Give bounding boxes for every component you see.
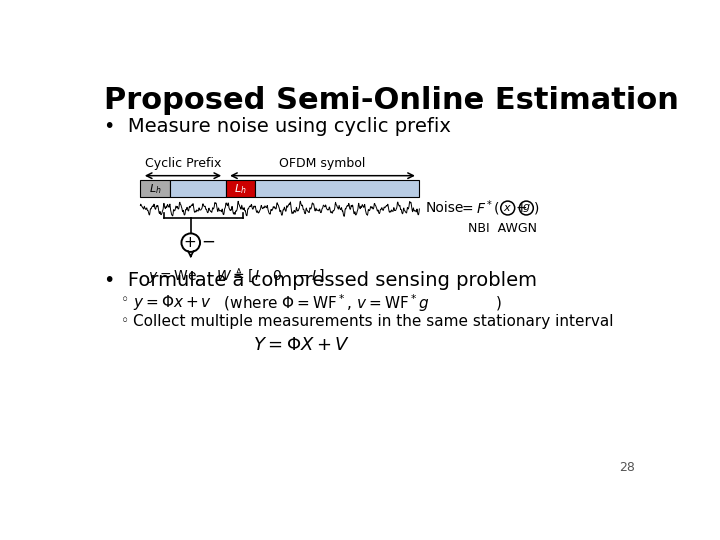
Text: ◦: ◦ (121, 293, 129, 307)
Text: Noise: Noise (426, 201, 464, 215)
Text: +: + (516, 201, 527, 215)
Text: $y = \Phi x + v$: $y = \Phi x + v$ (133, 293, 212, 312)
Text: $y = \mathrm{We},\quad W \triangleq \left[\,I\quad 0\quad -I\,\right]$: $y = \mathrm{We},\quad W \triangleq \lef… (148, 266, 325, 285)
Text: •  Measure noise using cyclic prefix: • Measure noise using cyclic prefix (104, 117, 451, 136)
Text: $x$: $x$ (503, 203, 512, 213)
Text: −: − (201, 233, 215, 251)
Text: $L_h$: $L_h$ (234, 182, 247, 195)
Text: $g$: $g$ (522, 202, 531, 214)
Text: •  Formulate a compressed sensing problem: • Formulate a compressed sensing problem (104, 271, 537, 290)
Text: (where $\Phi = \mathrm{WF}^*,\, v = \mathrm{WF}^*g$              ): (where $\Phi = \mathrm{WF}^*,\, v = \mat… (214, 293, 503, 314)
Text: ): ) (534, 201, 539, 215)
Text: $Y = \Phi X + V$: $Y = \Phi X + V$ (253, 336, 350, 354)
Text: Cyclic Prefix: Cyclic Prefix (145, 157, 221, 170)
Bar (140, 180, 170, 197)
Text: NBI  AWGN: NBI AWGN (468, 222, 537, 235)
Bar (170, 180, 225, 197)
Text: 28: 28 (619, 462, 635, 475)
Text: Collect multiple measurements in the same stationary interval: Collect multiple measurements in the sam… (133, 314, 614, 329)
Text: $L_h$: $L_h$ (149, 182, 161, 195)
Text: OFDM symbol: OFDM symbol (279, 157, 366, 170)
Circle shape (181, 233, 200, 252)
Bar (225, 180, 255, 197)
Bar (255, 180, 419, 197)
Text: $= F^*($: $= F^*($ (459, 198, 500, 218)
Text: +: + (184, 235, 197, 250)
Text: Proposed Semi-Online Estimation: Proposed Semi-Online Estimation (104, 86, 679, 116)
Text: ◦: ◦ (121, 314, 129, 328)
